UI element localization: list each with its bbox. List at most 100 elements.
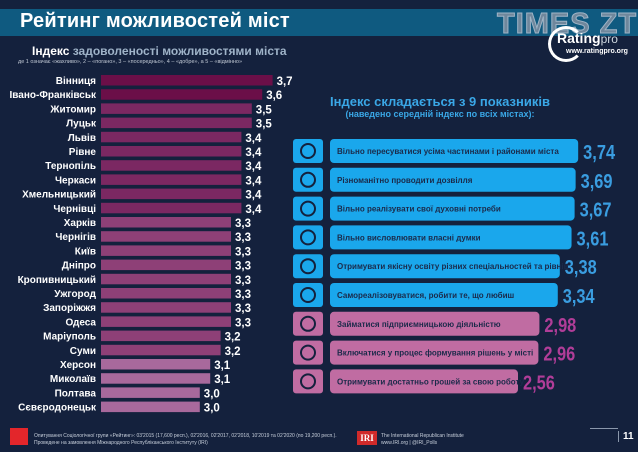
indicator-bar xyxy=(330,254,560,279)
city-value-label: 3,3 xyxy=(235,218,251,230)
city-bar xyxy=(101,359,211,370)
city-value-label: 3,1 xyxy=(214,360,231,372)
city-bar xyxy=(101,344,221,356)
city-value-label: 3,3 xyxy=(235,232,251,244)
city-bar xyxy=(101,373,211,384)
city-label: Вінниця xyxy=(56,76,96,87)
city-value-label: 3,3 xyxy=(235,275,251,287)
city-label: Черкаси xyxy=(55,175,96,186)
indicator-label: Отримувати якісну освіту різних спеціаль… xyxy=(337,262,569,271)
indicator-bar xyxy=(330,369,518,394)
city-label: Чернігів xyxy=(55,232,96,243)
city-bar xyxy=(101,316,231,327)
city-value-label: 3,3 xyxy=(235,289,251,301)
city-label: Луцьк xyxy=(66,119,97,130)
divider xyxy=(590,428,618,429)
indicator-label: Самореалізовуватися, робити те, що любиш xyxy=(337,291,515,300)
city-value-label: 3,2 xyxy=(225,346,241,358)
city-label: Івано-Франківськ xyxy=(10,90,97,101)
footer-source: Опитування Соціологічної групи «Рейтинг»… xyxy=(34,433,337,446)
city-bar xyxy=(101,245,231,256)
city-label: Суми xyxy=(70,346,96,357)
indicator-value-label: 3,67 xyxy=(580,198,612,221)
city-value-label: 3,6 xyxy=(266,90,282,102)
city-label: Тернопіль xyxy=(45,161,96,172)
prayer-icon xyxy=(300,200,316,217)
indicator-label: Вільно пересуватися усіма частинами і ра… xyxy=(337,147,559,156)
city-value-label: 3,3 xyxy=(235,246,251,258)
city-label: Харків xyxy=(64,218,96,229)
indicator-label: Різноманітно проводити дозвілля xyxy=(337,176,473,185)
rating-group-logo xyxy=(10,428,28,445)
indicator-bar xyxy=(330,225,572,250)
city-value-label: 3,3 xyxy=(235,261,251,273)
city-label: Чернівці xyxy=(53,204,96,215)
city-value-label: 3,2 xyxy=(225,332,241,344)
city-bar xyxy=(101,217,231,228)
city-bar xyxy=(101,188,242,200)
city-value-label: 3,4 xyxy=(245,147,262,159)
city-bar xyxy=(101,330,221,342)
city-bar xyxy=(101,131,242,143)
city-label: Львів xyxy=(68,133,96,144)
indicator-value-label: 3,74 xyxy=(583,140,616,163)
indicator-value-label: 3,61 xyxy=(577,227,609,250)
indicator-value-label: 2,98 xyxy=(544,313,576,336)
family-icon xyxy=(300,171,316,188)
city-label: Ужгород xyxy=(54,289,96,300)
indicator-label: Отримувати достатньо грошей за свою робо… xyxy=(337,377,525,386)
indicator-label: Займатися підприємницькою діяльністю xyxy=(337,320,501,329)
city-label: Сєвєродонецьк xyxy=(18,403,97,414)
left-chart-title: Індекс задоволеності можливостями міста xyxy=(32,44,287,58)
indicator-bar xyxy=(330,340,539,365)
site-url: www.ratingpro.org xyxy=(566,48,628,55)
city-value-label: 3,0 xyxy=(204,388,220,400)
city-value-label: 3,3 xyxy=(235,317,251,329)
city-value-label: 3,0 xyxy=(204,403,220,415)
business-icon xyxy=(300,315,316,332)
city-value-label: 3,3 xyxy=(235,303,251,315)
city-label: Полтава xyxy=(55,388,97,399)
city-value-label: 3,4 xyxy=(245,161,262,173)
city-bar xyxy=(101,117,252,129)
city-label: Житомир xyxy=(49,104,96,115)
indicator-label: Вільно висловлювати власні думки xyxy=(337,233,481,242)
celebrating-people-icon xyxy=(300,287,316,303)
indicator-bar xyxy=(330,283,558,307)
indicator-bar xyxy=(330,196,575,221)
city-label: Миколаїв xyxy=(50,374,96,385)
ratingpro-logo-ring xyxy=(548,26,584,62)
city-bar xyxy=(101,202,242,214)
city-label: Дніпро xyxy=(62,261,96,272)
city-bar xyxy=(101,273,231,285)
iri-info: The International Republican Institute ww… xyxy=(381,433,464,446)
page-number: 11 xyxy=(618,431,634,442)
right-chart-subtitle: (наведено середній індекс по всіх містах… xyxy=(345,109,535,119)
city-value-label: 3,7 xyxy=(277,76,293,88)
city-bar xyxy=(101,89,263,100)
left-chart-subtitle: де 1 означає «жахливо», 2 – «погано», 3 … xyxy=(18,59,243,65)
indicator-label: Включатися у процес формування рішень у … xyxy=(337,349,533,358)
city-bar xyxy=(101,288,231,299)
page-title: Рейтинг можливостей міст xyxy=(20,10,290,32)
city-label: Київ xyxy=(75,246,96,257)
city-bar xyxy=(101,174,242,185)
header-band xyxy=(0,9,638,36)
city-label: Хмельницький xyxy=(22,190,96,201)
city-label: Рівне xyxy=(69,147,97,158)
city-index-bar-chart: Вінниця 3,7 Івано-Франківськ 3,6 Житомир 3,5 Л… xyxy=(10,75,293,415)
indicator-bar xyxy=(330,311,540,336)
iri-logo: IRI xyxy=(357,431,377,445)
city-value-label: 3,4 xyxy=(245,175,262,187)
gear-people-icon xyxy=(300,344,316,361)
city-label: Кропивницький xyxy=(18,275,96,286)
ratingpro-logo: Ratingpro xyxy=(557,30,618,46)
city-bar xyxy=(101,302,231,313)
city-label: Херсон xyxy=(60,360,96,371)
right-chart-title: Індекс складається з 9 показників xyxy=(330,94,550,109)
indicator-bar xyxy=(330,139,579,163)
city-bar xyxy=(101,160,242,171)
city-value-label: 3,5 xyxy=(256,119,273,131)
coins-icon xyxy=(300,373,316,390)
graduation-cap-icon xyxy=(300,258,316,275)
